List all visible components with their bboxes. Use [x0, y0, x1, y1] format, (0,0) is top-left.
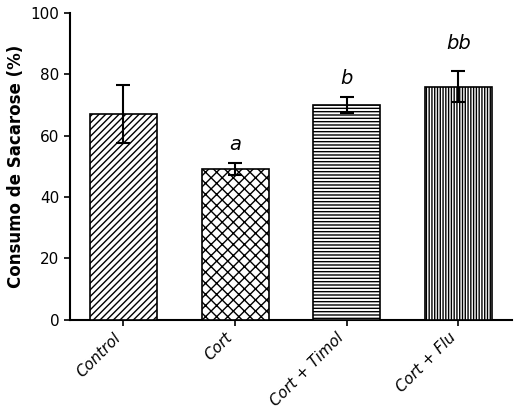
Bar — [201, 169, 269, 319]
Text: b: b — [340, 69, 353, 88]
Y-axis label: Consumo de Sacarose (%): Consumo de Sacarose (%) — [7, 45, 25, 288]
Bar — [313, 105, 380, 319]
Bar — [90, 114, 157, 319]
Text: a: a — [229, 135, 241, 154]
Bar — [425, 87, 492, 319]
Text: bb: bb — [446, 34, 471, 53]
